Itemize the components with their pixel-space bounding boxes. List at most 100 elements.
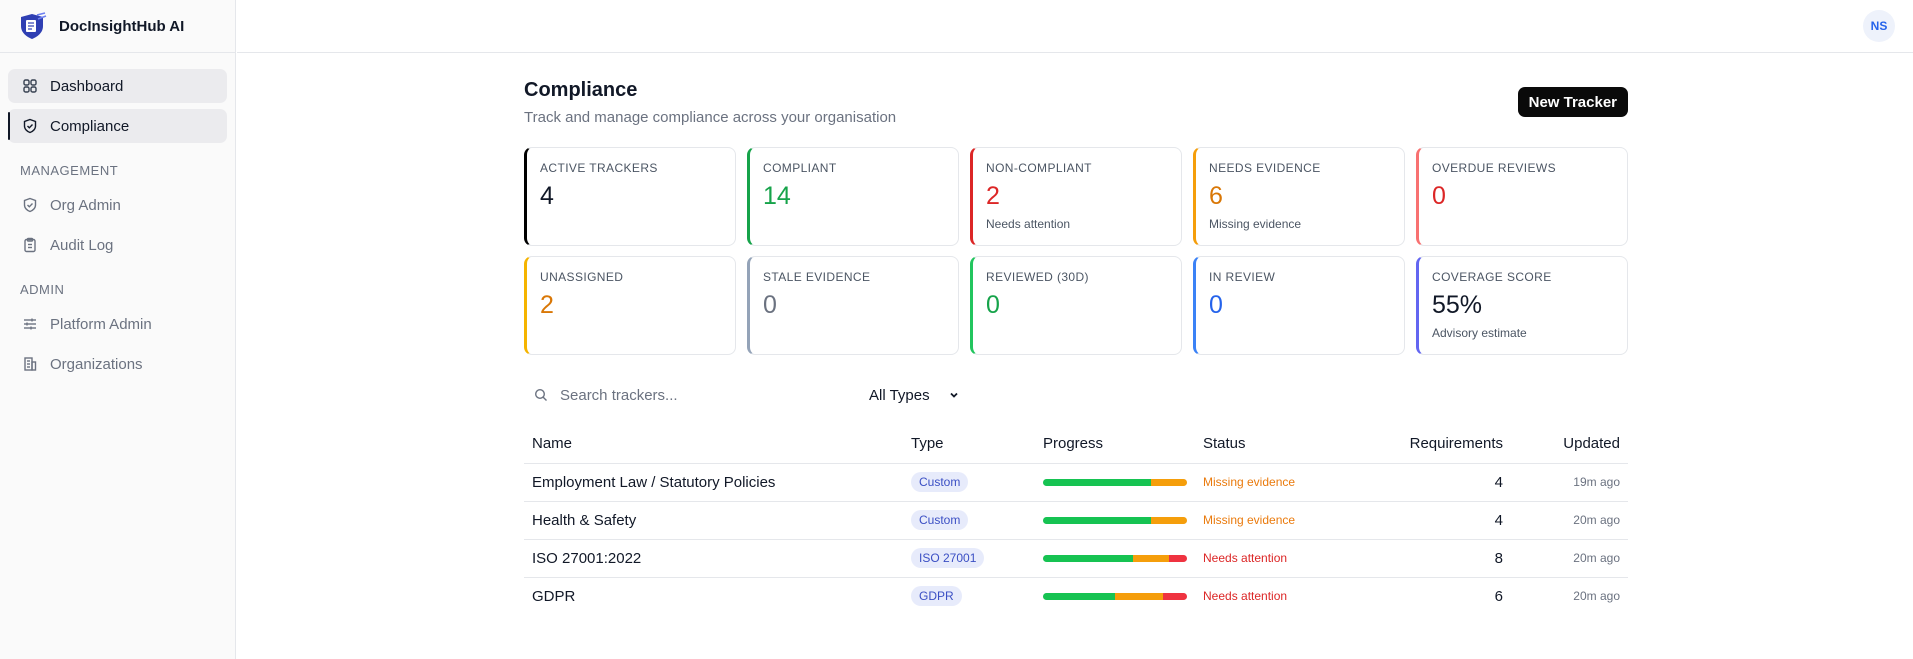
stat-label: NEEDS EVIDENCE (1209, 161, 1321, 175)
type-filter-value: All Types (869, 386, 930, 404)
table-row[interactable]: Health & Safety Custom Missing evidence 4 20… (524, 501, 1628, 540)
shield-check-icon (22, 118, 38, 134)
tracker-name: Employment Law / Statutory Policies (524, 463, 903, 502)
brand-logo-icon (17, 11, 47, 41)
stat-value: 2 (540, 291, 554, 319)
stat-value: 6 (1209, 182, 1223, 210)
sidebar-item-organizations[interactable]: Organizations (8, 347, 227, 381)
stat-subtext: Advisory estimate (1432, 326, 1527, 340)
stat-value: 0 (1432, 182, 1446, 210)
progress-compliant-segment (1043, 592, 1115, 600)
stat-card: NON-COMPLIANT 2 Needs attention (970, 147, 1182, 246)
stat-label: OVERDUE REVIEWS (1432, 161, 1557, 175)
sidebar-item-dashboard[interactable]: Dashboard (8, 69, 227, 103)
sidebar-item-audit-log[interactable]: Audit Log (8, 228, 227, 262)
tracker-type-cell: Custom (903, 501, 1035, 540)
stat-card: OVERDUE REVIEWS 0 (1416, 147, 1628, 246)
new-tracker-button[interactable]: New Tracker (1517, 87, 1628, 117)
column-header-name[interactable]: Name (524, 425, 903, 464)
tracker-name: Health & Safety (524, 501, 903, 540)
stat-card: COVERAGE SCORE 55% Advisory estimate (1416, 256, 1628, 355)
stat-value: 0 (763, 291, 777, 319)
tracker-updated: 19m ago (1511, 463, 1628, 502)
stat-value: 2 (986, 182, 1000, 210)
progress-compliant-segment (1043, 516, 1151, 524)
tracker-updated: 20m ago (1573, 589, 1620, 604)
filters-bar: All Types (524, 367, 1628, 423)
column-header-progress[interactable]: Progress (1035, 425, 1195, 464)
topbar: NS (237, 0, 1913, 53)
table-row[interactable]: GDPR GDPR Needs attention 6 20m ago (524, 577, 1628, 615)
tracker-type-cell: GDPR (903, 577, 1035, 615)
building-icon (22, 356, 38, 372)
trackers-table: Name Type Progress Status Requirements U… (524, 425, 1628, 615)
tracker-name: ISO 27001:2022 (524, 539, 903, 578)
sidebar-item-platform-admin[interactable]: Platform Admin (8, 307, 227, 341)
stat-label: IN REVIEW (1209, 270, 1276, 284)
column-header-type[interactable]: Type (903, 425, 1035, 464)
nav-section-management: MANAGEMENT (20, 163, 119, 178)
tracker-type-cell: ISO 27001 (903, 539, 1035, 578)
sidebar-item-compliance[interactable]: Compliance (8, 109, 227, 143)
sidebar-item-label: Audit Log (50, 236, 114, 254)
brand[interactable]: DocInsightHub AI (0, 0, 235, 53)
type-badge: ISO 27001 (911, 548, 985, 568)
type-badge: Custom (911, 510, 969, 530)
type-filter-select[interactable]: All Types (869, 381, 960, 409)
tracker-requirements: 4 (1385, 463, 1511, 502)
stat-label: NON-COMPLIANT (986, 161, 1092, 175)
progress-needs-evidence-segment (1115, 592, 1163, 600)
column-header-updated[interactable]: Updated (1511, 425, 1628, 464)
column-header-requirements[interactable]: Requirements (1385, 425, 1511, 464)
shield-icon (22, 197, 38, 213)
type-badge: GDPR (911, 586, 962, 607)
stat-label: UNASSIGNED (540, 270, 624, 284)
stat-label: ACTIVE TRACKERS (540, 161, 658, 175)
search-box[interactable] (524, 381, 844, 409)
stat-label: COMPLIANT (763, 161, 837, 175)
tracker-requirements: 6 (1494, 587, 1503, 605)
brand-name: DocInsightHub AI (59, 17, 185, 35)
search-input[interactable] (560, 386, 840, 404)
progress-non-compliant-segment (1169, 554, 1187, 562)
page-header: Compliance Track and manage compliance a… (524, 53, 1628, 143)
stat-subtext: Needs attention (986, 217, 1071, 231)
progress-bar (1043, 516, 1187, 524)
column-header-status[interactable]: Status (1195, 425, 1385, 464)
table-row[interactable]: Employment Law / Statutory Policies Custo… (524, 463, 1628, 502)
tracker-requirements: 4 (1385, 501, 1511, 540)
stat-card: UNASSIGNED 2 (524, 256, 736, 355)
page-title: Compliance (524, 79, 638, 101)
sidebar-item-org-admin[interactable]: Org Admin (8, 188, 227, 222)
sidebar-nav: Dashboard Compliance MANAGEMENT Org Admi… (0, 53, 235, 381)
tracker-progress-cell (1035, 501, 1195, 540)
table-body: Employment Law / Statutory Policies Custo… (524, 463, 1628, 615)
tracker-status: Needs attention (1203, 589, 1288, 604)
sidebar-item-label: Compliance (50, 117, 130, 135)
stat-value: 0 (1209, 291, 1223, 319)
progress-needs-evidence-segment (1151, 516, 1187, 524)
tracker-requirements: 8 (1385, 539, 1511, 578)
grid-icon (22, 78, 38, 94)
stat-subtext: Missing evidence (1209, 217, 1302, 231)
progress-bar (1043, 592, 1187, 600)
search-icon (534, 388, 548, 402)
progress-bar (1043, 478, 1187, 486)
tracker-progress-cell (1035, 539, 1195, 578)
tracker-updated: 20m ago (1511, 501, 1628, 540)
stat-value: 4 (540, 182, 554, 210)
progress-non-compliant-segment (1162, 592, 1187, 600)
stat-value: 55% (1432, 291, 1483, 319)
stats-grid: ACTIVE TRACKERS 4 COMPLIANT 14 NON-COMPLIANT… (524, 147, 1628, 355)
sidebar: DocInsightHub AI Dashboard Compliance MA… (0, 0, 236, 659)
table-row[interactable]: ISO 27001:2022 ISO 27001 Needs attention 8 2… (524, 539, 1628, 578)
stat-value: 0 (986, 291, 1000, 319)
main-content: Compliance Track and manage compliance a… (524, 53, 1628, 615)
tracker-updated: 20m ago (1511, 539, 1628, 578)
type-badge: Custom (911, 472, 969, 492)
table-header-row: Name Type Progress Status Requirements U… (524, 425, 1628, 464)
avatar[interactable]: NS (1863, 10, 1895, 42)
tracker-progress-cell (1035, 577, 1195, 615)
stat-card: ACTIVE TRACKERS 4 (524, 147, 736, 246)
stat-card: REVIEWED (30D) 0 (970, 256, 1182, 355)
